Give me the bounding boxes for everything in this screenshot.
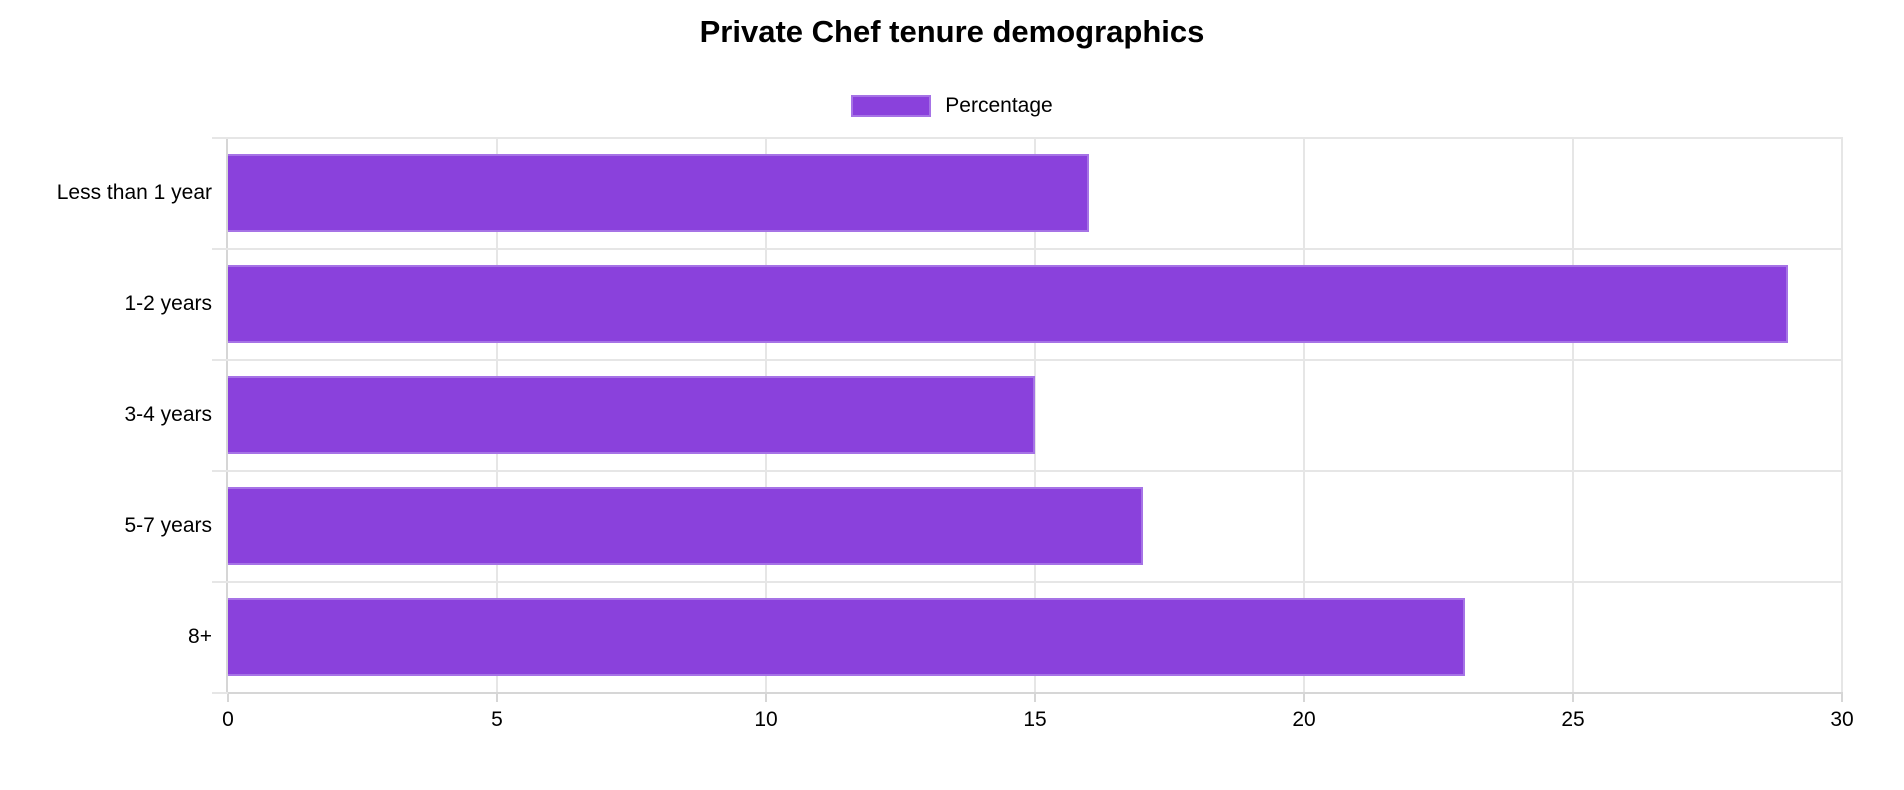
- x-tick-mark: [227, 692, 229, 702]
- category-label: 5-7 years: [124, 514, 212, 537]
- gridline-horizontal: [212, 248, 1842, 250]
- x-tick-label: 25: [1561, 708, 1585, 731]
- gridline-horizontal: [212, 470, 1842, 472]
- category-label: 1-2 years: [124, 292, 212, 315]
- bar-8+[interactable]: [228, 598, 1465, 676]
- x-tick-mark: [1841, 692, 1843, 702]
- x-tick-mark: [496, 692, 498, 702]
- plot-area: [212, 137, 1843, 702]
- x-tick-mark: [1303, 692, 1305, 702]
- y-tick-mark: [212, 137, 228, 139]
- gridline-vertical: [1034, 137, 1036, 692]
- y-tick-mark: [212, 470, 228, 472]
- x-tick-mark: [1034, 692, 1036, 702]
- category-label: 8+: [188, 625, 212, 648]
- y-tick-mark: [212, 359, 228, 361]
- x-tick-label: 5: [491, 708, 503, 731]
- gridline-horizontal: [212, 359, 1842, 361]
- y-tick-mark: [212, 581, 228, 583]
- x-tick-label: 30: [1830, 708, 1854, 731]
- x-tick-mark: [1572, 692, 1574, 702]
- y-tick-mark: [212, 692, 228, 694]
- gridline-horizontal: [212, 581, 1842, 583]
- legend-label: Percentage: [945, 94, 1053, 117]
- x-tick-label: 0: [222, 708, 234, 731]
- x-tick-label: 15: [1023, 708, 1047, 731]
- chart-title: Private Chef tenure demographics: [699, 14, 1205, 49]
- x-axis-labels: 0 5 10 15 20 25 30: [222, 708, 1854, 738]
- x-tick-label: 20: [1292, 708, 1316, 731]
- legend-swatch-icon: [851, 95, 932, 117]
- x-tick-mark: [765, 692, 767, 702]
- bar-less-than-1-year[interactable]: [228, 154, 1089, 232]
- y-axis-labels: Less than 1 year 1-2 years 3-4 years 5-7 ye…: [0, 137, 212, 692]
- x-tick-label: 10: [754, 708, 778, 731]
- legend-item-percentage[interactable]: Percentage: [0, 93, 1904, 119]
- gridline-vertical: [1841, 137, 1843, 692]
- gridline-vertical: [1303, 137, 1305, 692]
- category-label: 3-4 years: [124, 403, 212, 426]
- bar-3-4-years[interactable]: [228, 376, 1035, 454]
- gridline-horizontal: [212, 137, 1842, 139]
- bar-5-7-years[interactable]: [228, 487, 1143, 565]
- category-label: Less than 1 year: [56, 181, 212, 204]
- y-tick-mark: [212, 248, 228, 250]
- gridline-vertical: [1572, 137, 1574, 692]
- bar-1-2-years[interactable]: [228, 265, 1788, 343]
